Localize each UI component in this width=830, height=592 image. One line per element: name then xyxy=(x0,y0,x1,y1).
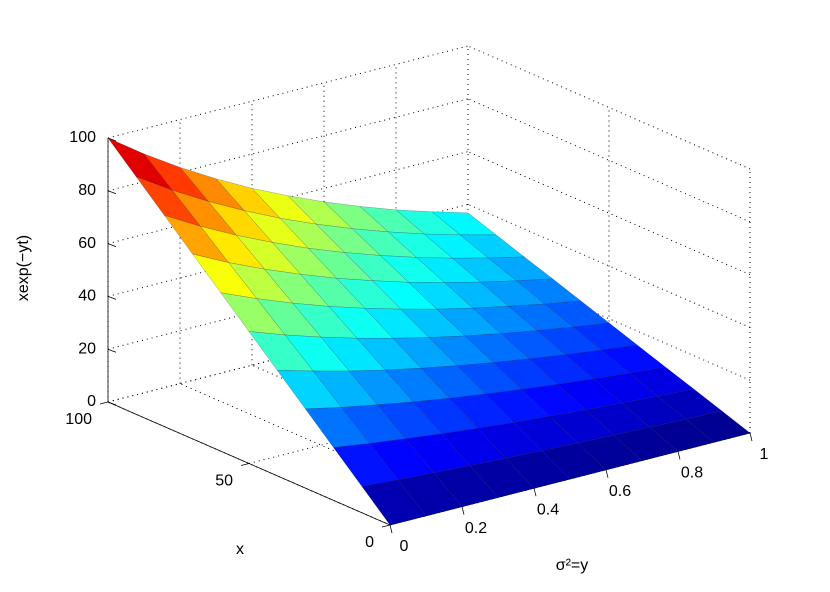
y-tick-label: 0 xyxy=(400,538,409,555)
tick-mark xyxy=(107,243,117,247)
z-tick-label: 40 xyxy=(78,288,96,305)
tick-mark xyxy=(749,432,753,442)
y-tick-label: 0.4 xyxy=(537,501,559,518)
tick-mark xyxy=(381,524,391,528)
z-axis-label: xexp(−yt) xyxy=(15,235,32,301)
tick-mark xyxy=(107,190,117,195)
tick-mark xyxy=(107,296,117,300)
grid-line xyxy=(467,98,751,223)
z-tick-label: 20 xyxy=(78,340,96,357)
y-axis-label: σ²=y xyxy=(556,557,589,574)
tick-mark xyxy=(677,451,681,460)
z-tick-label: 60 xyxy=(78,235,96,252)
tick-mark xyxy=(107,401,117,406)
y-tick-label: 0.8 xyxy=(681,465,703,482)
tick-mark xyxy=(99,401,109,405)
tick-mark xyxy=(605,469,609,478)
grid-line xyxy=(107,98,469,192)
y-tick-label: 1 xyxy=(760,446,769,463)
tick-mark xyxy=(240,463,250,466)
z-tick-label: 80 xyxy=(78,182,96,199)
x-tick-label: 0 xyxy=(365,534,374,551)
z-tick-label: 0 xyxy=(87,393,96,410)
tick-mark xyxy=(107,348,117,353)
y-tick-label: 0.6 xyxy=(609,483,631,500)
tick-mark xyxy=(461,506,465,515)
surface-patch xyxy=(361,479,427,526)
z-tick-label: 100 xyxy=(69,129,96,146)
x-tick-label: 100 xyxy=(65,411,92,428)
x-axis-label: x xyxy=(236,541,244,558)
x-tick-label: 50 xyxy=(215,473,233,490)
tick-mark xyxy=(389,524,393,534)
tick-mark xyxy=(533,488,537,497)
grid-line xyxy=(107,45,469,139)
y-tick-label: 0.2 xyxy=(465,520,487,537)
